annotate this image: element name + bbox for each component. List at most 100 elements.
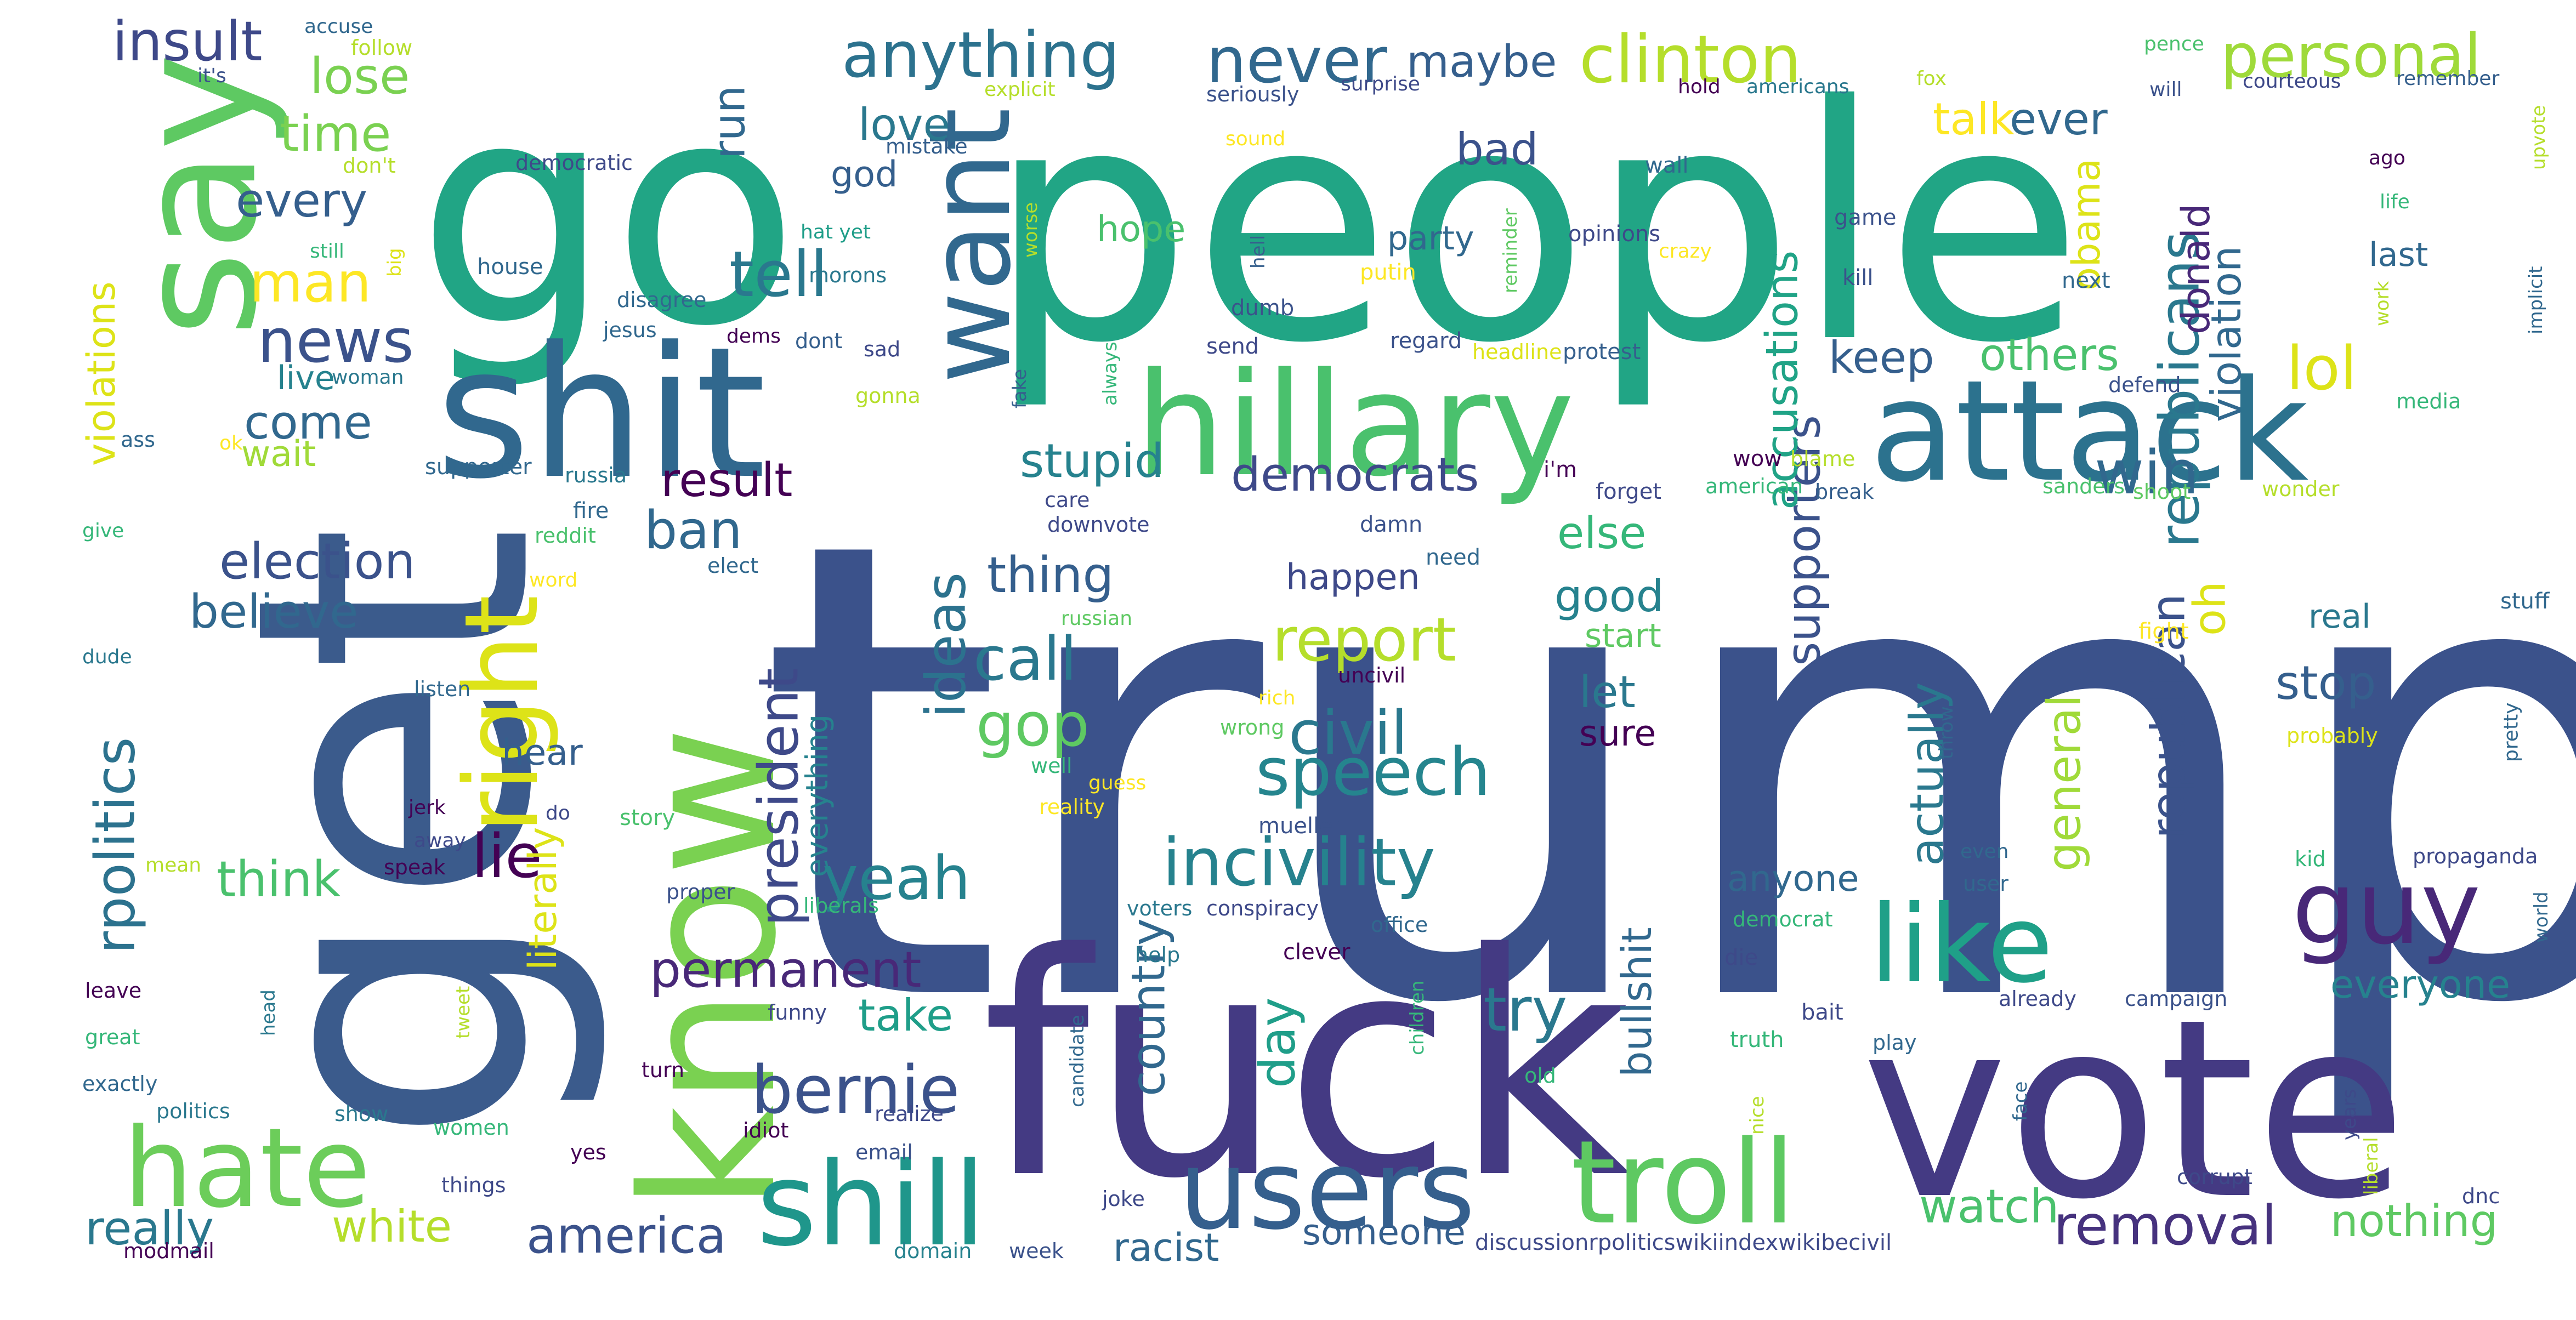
word-dude: dude (82, 646, 132, 668)
word-permanent: permanent (650, 941, 921, 999)
word-people: people (987, 37, 2084, 414)
word-vote: vote (1862, 966, 2407, 1254)
word-insult: insult (112, 9, 263, 73)
word-every: every (236, 174, 367, 228)
word-stop: stop (2276, 656, 2376, 710)
word-democratic: democratic (515, 151, 633, 175)
word-supporters: supporters (1777, 415, 1831, 666)
word-president: president (747, 668, 811, 926)
word-bad: bad (1456, 124, 1539, 175)
word-accuse: accuse (304, 15, 373, 38)
word-dont1: don't (343, 153, 396, 178)
word-white: white (332, 1201, 452, 1252)
word-elect: elect (707, 554, 758, 578)
word-week: week (1009, 1239, 1064, 1263)
word-kill: kill (1842, 265, 1874, 291)
word-shit: shit (436, 308, 766, 519)
word-leave: leave (85, 978, 141, 1003)
word-liberals: liberals (803, 894, 879, 918)
word-sad: sad (864, 337, 900, 361)
word-uncivil: uncivil (1338, 663, 1405, 687)
word-regard: regard (1390, 328, 1462, 354)
word-corrupt: corrupt (2177, 1165, 2252, 1189)
word-politics: politics (156, 1099, 230, 1123)
word-candidate: candidate (1066, 1015, 1088, 1107)
word-thing: thing (987, 547, 1114, 604)
word-campaign: campaign (2125, 987, 2227, 1011)
word-morons: morons (809, 263, 887, 287)
word-personal: personal (2221, 21, 2481, 91)
word-disagree: disagree (617, 288, 706, 312)
word-stuff: stuff (2500, 589, 2550, 614)
word-implicit: implicit (2525, 266, 2547, 334)
word-want: want (905, 107, 1036, 384)
word-help: help (1135, 943, 1180, 967)
word-mean: mean (145, 854, 201, 877)
word-oh: oh (2185, 581, 2235, 636)
word-racist: racist (1113, 1225, 1219, 1270)
word-donald: donald (2174, 204, 2218, 334)
word-discussion: discussionrpoliticswikiindexwikibecivil (1475, 1230, 1892, 1255)
word-start: start (1585, 617, 1661, 655)
word-never: never (1206, 24, 1387, 98)
word-wow: wow (1733, 446, 1782, 471)
word-remember: remember (2396, 67, 2499, 90)
word-work: work (2371, 281, 2393, 326)
word-downvote: downvote (1047, 513, 1150, 537)
word-break: break (1815, 480, 1874, 504)
word-clinton: clinton (1579, 22, 1801, 98)
word-modmail: modmail (123, 1239, 214, 1263)
word-dems: dems (727, 325, 781, 348)
word-bullshit: bullshit (1613, 927, 1661, 1077)
word-news: news (258, 306, 414, 376)
word-ideas: ideas (914, 572, 978, 718)
word-report: report (1272, 605, 1456, 675)
word-user: user (1963, 872, 2008, 896)
word-actually: actually (1900, 682, 1955, 866)
word-stupid: stupid (1020, 434, 1164, 488)
word-fuck: fuck (981, 889, 1631, 1246)
word-rpolitics: rpolitics (83, 737, 147, 954)
word-away: away (414, 829, 466, 852)
word-reality: reality (1039, 795, 1105, 819)
word-game: game (1834, 205, 1896, 230)
word-lose: lose (310, 48, 410, 105)
word-gonna: gonna (855, 384, 921, 408)
word-throw: throw (1936, 706, 1957, 759)
word-probably: probably (2286, 724, 2378, 748)
word-bait: bait (1801, 1000, 1843, 1025)
word-speak: speak (384, 855, 446, 879)
word-women: women (433, 1116, 509, 1140)
word-big: big (384, 248, 406, 277)
word-conspiracy: conspiracy (1206, 896, 1319, 920)
word-get: get (175, 525, 615, 1146)
word-come: come (244, 396, 372, 450)
word-joke: joke (1102, 1187, 1145, 1211)
word-supporter: supporter (425, 454, 532, 480)
word-liberal: liberal (2361, 1137, 2382, 1195)
word-shoot: shoot (2133, 480, 2191, 504)
word-hate: hate (123, 1105, 371, 1232)
word-bernie: bernie (751, 1052, 960, 1129)
word-civil: civil (1289, 698, 1408, 768)
word-tweet: tweet (452, 986, 474, 1039)
word-try: try (1483, 975, 1567, 1045)
word-old: old (1524, 1063, 1556, 1088)
word-damn: damn (1360, 512, 1422, 537)
word-election: election (219, 533, 416, 590)
word-obama: obama (2064, 158, 2109, 291)
word-anyone: anyone (1727, 858, 1859, 900)
word-years: years (2339, 1089, 2361, 1140)
word-god: god (831, 154, 898, 195)
word-know: know (603, 726, 817, 1211)
word-always: always (1099, 342, 1121, 406)
word-wonder: wonder (2262, 477, 2340, 501)
word-putin: putin (1360, 260, 1416, 285)
word-send: send (1206, 334, 1259, 359)
word-hell: hell (1247, 235, 1269, 269)
word-word: word (529, 569, 578, 591)
word-follow: follow (351, 36, 412, 60)
word-opinions: opinions (1568, 221, 1660, 247)
word-gop: gop (976, 690, 1090, 760)
word-courteous: courteous (2243, 70, 2341, 93)
